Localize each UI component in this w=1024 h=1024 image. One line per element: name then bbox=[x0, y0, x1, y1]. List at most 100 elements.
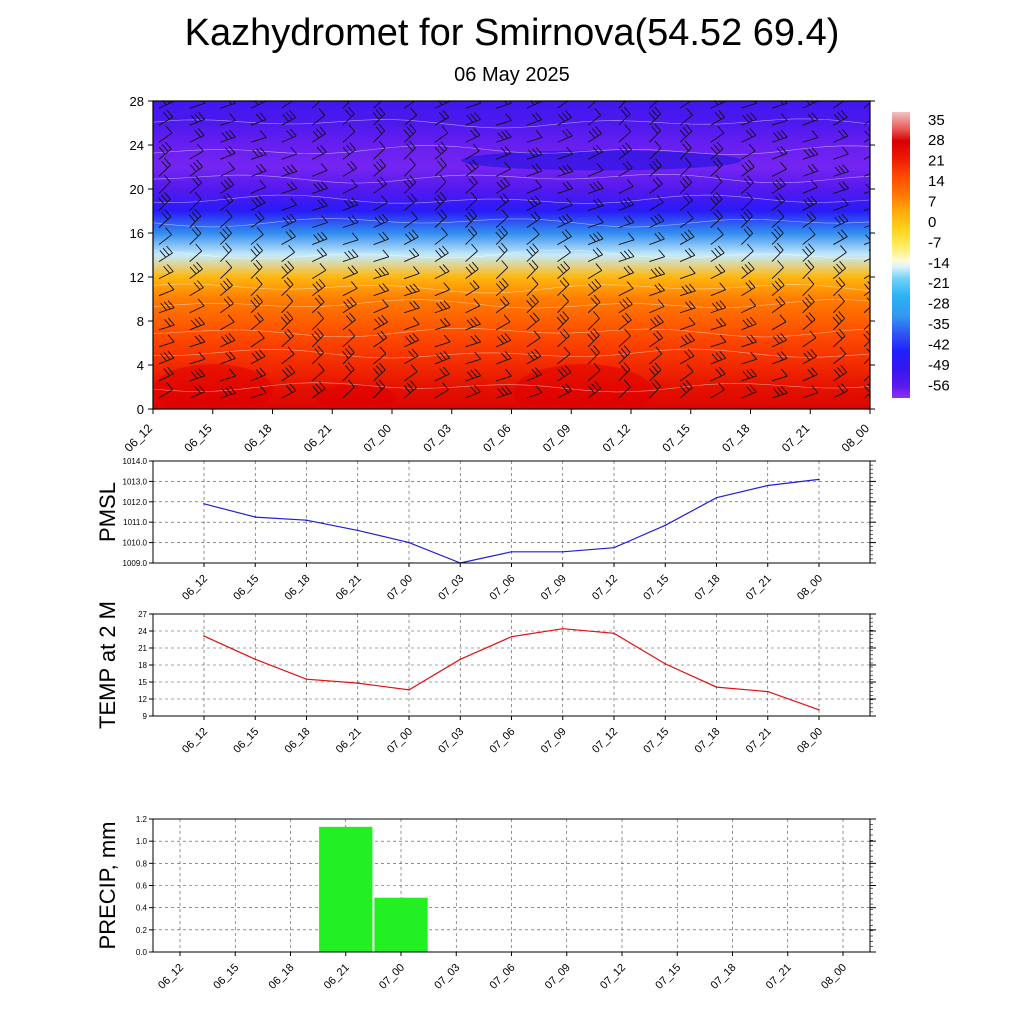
wind-barb-feather bbox=[410, 193, 417, 201]
ytick-label: 0.0 bbox=[136, 948, 148, 957]
wind-barb-feather bbox=[412, 248, 420, 256]
wind-barb-feather bbox=[496, 181, 504, 190]
wind-barb-feather bbox=[685, 124, 693, 132]
wind-barb-feather bbox=[228, 161, 235, 170]
wind-barb-feather bbox=[192, 264, 200, 272]
wind-barb-feather bbox=[504, 161, 511, 170]
wind-barb-feather bbox=[655, 90, 661, 97]
heatmap-xtick-label: 07_21 bbox=[779, 421, 813, 455]
xtick-label: 07_12 bbox=[590, 726, 620, 756]
wind-barb-feather bbox=[836, 263, 843, 272]
wind-barb-feather bbox=[838, 277, 846, 285]
wind-barb-feather bbox=[259, 147, 267, 155]
wind-barb-feather bbox=[443, 317, 451, 326]
wind-barb-feather bbox=[838, 328, 846, 337]
wind-barb bbox=[342, 303, 357, 314]
wind-barb-feather bbox=[685, 284, 692, 293]
wind-barb-feather bbox=[409, 157, 416, 166]
wind-barb bbox=[434, 289, 450, 297]
wind-barb bbox=[526, 301, 539, 314]
wind-barb-feather bbox=[224, 179, 231, 188]
wind-barb-feather bbox=[596, 144, 603, 153]
wind-barb bbox=[189, 358, 206, 365]
wind-barb-feather bbox=[289, 383, 297, 392]
xtick-label: 07_18 bbox=[709, 962, 739, 992]
wind-barb-feather bbox=[255, 165, 263, 173]
wind-barb-feather bbox=[164, 141, 172, 150]
wind-barb-feather bbox=[439, 319, 447, 327]
wind-barb-feather bbox=[840, 245, 847, 253]
wind-barb-feather bbox=[746, 335, 754, 344]
wind-barb-feather bbox=[711, 353, 719, 362]
wind-barb bbox=[312, 205, 328, 211]
wind-barb-feather bbox=[747, 261, 755, 270]
wind-barb-feather bbox=[290, 181, 298, 189]
wind-barb-feather bbox=[560, 263, 567, 272]
wind-barb-feather bbox=[592, 249, 600, 257]
wind-barb-feather bbox=[654, 140, 662, 149]
wind-barb-feather bbox=[653, 332, 660, 341]
wind-barb-feather bbox=[226, 193, 234, 201]
wind-barb-feather bbox=[811, 385, 819, 393]
wind-barb-feather bbox=[711, 250, 718, 258]
wind-barb-feather bbox=[563, 346, 571, 355]
heatmap-contour-line bbox=[153, 382, 870, 393]
wind-barb-feather bbox=[344, 200, 351, 208]
wind-barb bbox=[618, 288, 634, 297]
wind-barb-feather bbox=[225, 387, 233, 395]
wind-barb-feather bbox=[404, 233, 412, 242]
xtick-label: 07_06 bbox=[488, 573, 518, 603]
wind-barb-feather bbox=[593, 182, 600, 190]
wind-barb-feather bbox=[719, 282, 726, 290]
wind-barb bbox=[557, 300, 569, 314]
wind-barb-feather bbox=[220, 181, 228, 190]
wind-barb-feather bbox=[682, 126, 690, 135]
wind-barb bbox=[189, 232, 202, 245]
wind-barb bbox=[281, 267, 295, 279]
wind-barb bbox=[158, 198, 171, 211]
wind-barb-feather bbox=[622, 144, 629, 153]
wind-barb-feather bbox=[317, 345, 324, 353]
wind-barb bbox=[618, 222, 635, 228]
wind-barb-feather bbox=[318, 108, 326, 116]
wind-barb bbox=[679, 218, 694, 228]
wind-barb bbox=[802, 234, 816, 245]
wind-barb-feather bbox=[558, 216, 566, 225]
wind-barb bbox=[250, 186, 266, 194]
wind-barb bbox=[649, 202, 664, 211]
wind-barb bbox=[710, 132, 725, 143]
wind-barb-feather bbox=[468, 161, 476, 170]
wind-barb bbox=[312, 133, 326, 143]
wind-barb-feather bbox=[754, 101, 757, 104]
wind-barb bbox=[771, 120, 788, 126]
wind-barb bbox=[557, 236, 572, 245]
wind-barb bbox=[281, 171, 298, 177]
wind-barb bbox=[465, 166, 479, 177]
wind-barb-feather bbox=[650, 269, 658, 277]
wind-barb bbox=[495, 168, 511, 177]
wind-barb-feather bbox=[437, 160, 444, 169]
wind-barb-feather bbox=[345, 315, 353, 323]
wind-barb bbox=[311, 301, 325, 314]
wind-barb-feather bbox=[594, 381, 602, 389]
wind-barb bbox=[434, 324, 451, 331]
wind-barb-feather bbox=[443, 101, 447, 104]
wind-barb-feather bbox=[344, 365, 352, 373]
wind-barb-feather bbox=[227, 296, 234, 304]
wind-barb-feather bbox=[750, 351, 758, 360]
wind-barb-feather bbox=[618, 350, 625, 359]
wind-barb bbox=[833, 284, 846, 297]
wind-barb-feather bbox=[811, 147, 819, 155]
xtick-label: 07_06 bbox=[488, 726, 518, 756]
wind-barb bbox=[526, 101, 542, 109]
wind-barb-feather bbox=[776, 352, 784, 361]
xtick-label: 07_09 bbox=[543, 962, 573, 992]
wind-barb-feather bbox=[532, 294, 539, 303]
wind-barb bbox=[220, 120, 236, 126]
wind-barb-feather bbox=[742, 115, 750, 123]
wind-barb-feather bbox=[472, 280, 480, 288]
series-point bbox=[357, 682, 359, 684]
wind-barb-feather bbox=[498, 280, 506, 289]
heatmap-warm-core bbox=[153, 364, 273, 409]
wind-barb-feather bbox=[528, 149, 535, 158]
